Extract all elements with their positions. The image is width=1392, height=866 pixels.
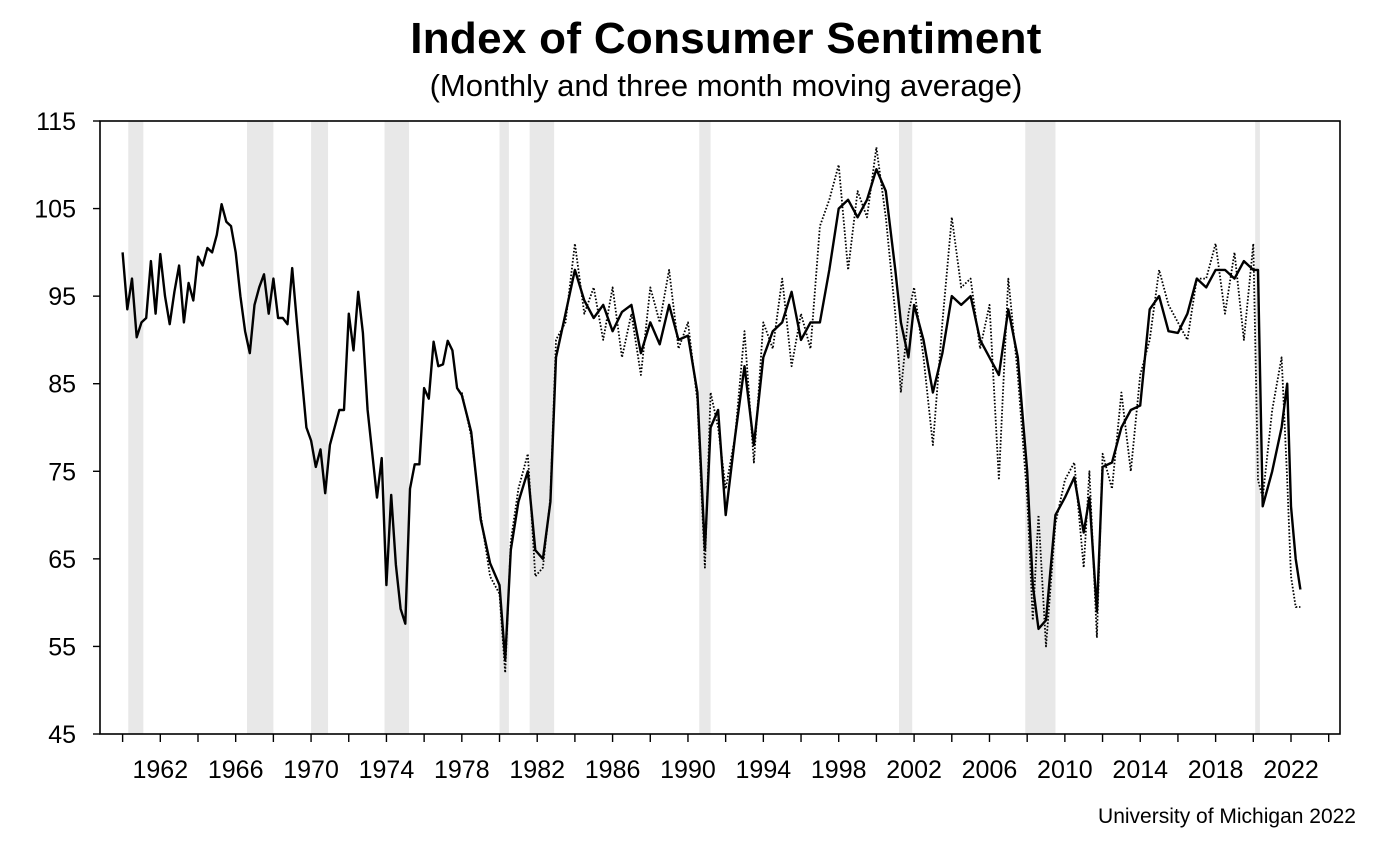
tick-labels: 45 55 65 75 85 95 105 115 1962 1966 1970 1974 1978 19… xyxy=(34,108,1319,784)
recession-band-5 xyxy=(529,121,555,734)
series-line-solid xyxy=(121,167,1302,661)
y-tick-label-105: 105 xyxy=(34,196,76,224)
x-tick-label-2018: 2018 xyxy=(1188,756,1244,784)
y-tick-label-55: 55 xyxy=(48,633,76,661)
chart-title: Index of Consumer Sentiment xyxy=(410,14,1042,63)
recession-band-4 xyxy=(499,121,509,734)
x-tick-label-2002: 2002 xyxy=(886,756,942,784)
x-tick-label-2022: 2022 xyxy=(1263,756,1319,784)
y-tick-label-85: 85 xyxy=(48,371,76,399)
series-lines xyxy=(121,146,1302,674)
y-tick-label-95: 95 xyxy=(48,283,76,311)
x-tick-label-1978: 1978 xyxy=(434,756,490,784)
plot-area xyxy=(99,120,1341,735)
y-tick-label-65: 65 xyxy=(48,546,76,574)
recession-band-3 xyxy=(384,121,410,734)
recession-band-6 xyxy=(699,121,711,734)
x-tick-label-1962: 1962 xyxy=(132,756,188,784)
x-tick-label-1974: 1974 xyxy=(359,756,415,784)
recession-bands xyxy=(128,121,1260,734)
axis-ticks xyxy=(93,120,1330,742)
y-tick-label-115: 115 xyxy=(36,108,76,136)
x-tick-label-1990: 1990 xyxy=(660,756,716,784)
x-tick-label-1970: 1970 xyxy=(283,756,339,784)
x-tick-label-1994: 1994 xyxy=(736,756,792,784)
recession-band-1 xyxy=(246,121,274,734)
source-note: University of Michigan 2022 xyxy=(1098,805,1356,828)
y-tick-label-75: 75 xyxy=(48,458,76,486)
x-tick-label-2006: 2006 xyxy=(962,756,1018,784)
y-tick-label-45: 45 xyxy=(48,721,76,749)
recession-band-7 xyxy=(899,121,913,734)
x-tick-label-1998: 1998 xyxy=(811,756,867,784)
x-tick-label-2014: 2014 xyxy=(1112,756,1168,784)
x-tick-label-1966: 1966 xyxy=(208,756,264,784)
x-tick-label-1986: 1986 xyxy=(585,756,641,784)
x-tick-label-2010: 2010 xyxy=(1037,756,1093,784)
recession-band-8 xyxy=(1025,121,1056,734)
recession-band-0 xyxy=(128,121,144,734)
x-tick-label-1982: 1982 xyxy=(509,756,565,784)
chart-subtitle: (Monthly and three month moving average) xyxy=(429,68,1023,103)
recession-band-2 xyxy=(311,121,329,734)
series-line-dotted xyxy=(460,146,1301,674)
